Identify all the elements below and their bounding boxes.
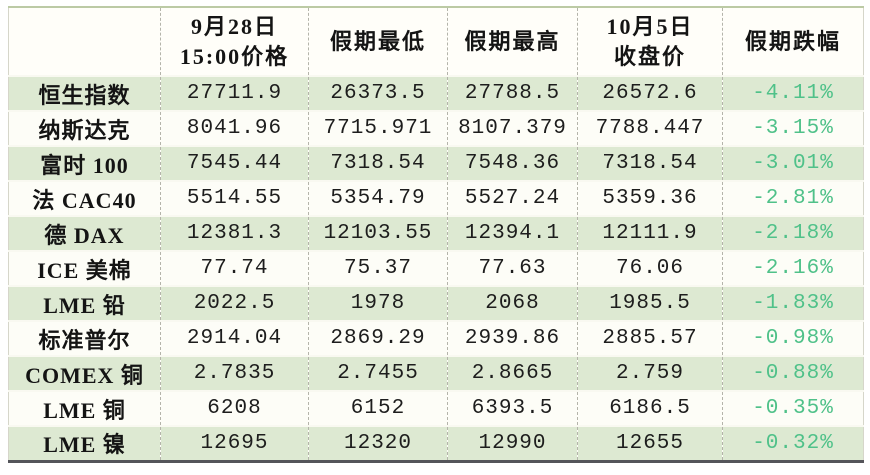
header-price-sep28: 9月28日 15:00价格 [160, 7, 309, 76]
cell-close-oct5: 6186.5 [577, 391, 723, 426]
table-row: 富时 100 7545.44 7318.54 7548.36 7318.54 -… [8, 146, 864, 181]
instrument-label: LME 镍 [43, 432, 126, 458]
table-row: 德 DAX 12381.3 12103.55 12394.1 12111.9 -… [8, 216, 864, 251]
cell-price-sep28: 7545.44 [160, 146, 309, 181]
cell-holiday-high: 8107.379 [447, 111, 578, 146]
instrument-label: 纳斯达克 [38, 117, 131, 143]
instrument-label: COMEX 铜 [25, 362, 144, 388]
cell-holiday-low: 2.7455 [308, 356, 448, 391]
header-close-oct5-line1: 10月5日 [606, 13, 694, 39]
cell-holiday-change: -2.18% [722, 216, 864, 251]
cell-close-oct5: 2885.57 [577, 321, 723, 356]
table-row: ICE 美棉 77.74 75.37 77.63 76.06 -2.16% [8, 251, 864, 286]
cell-close-oct5: 7318.54 [577, 146, 723, 181]
cell-price-sep28: 2022.5 [160, 286, 309, 321]
holiday-market-table: 9月28日 15:00价格 假期最低 假期最高 10月5日 收盘价 假期跌幅 恒… [8, 6, 864, 463]
cell-price-sep28: 77.74 [160, 251, 309, 286]
cell-holiday-change: -0.88% [722, 356, 864, 391]
cell-holiday-change: -0.98% [722, 321, 864, 356]
cell-price-sep28: 6208 [160, 391, 309, 426]
cell-price-sep28: 12381.3 [160, 216, 309, 251]
cell-holiday-low: 75.37 [308, 251, 448, 286]
cell-close-oct5: 76.06 [577, 251, 723, 286]
table-row: 恒生指数 27711.9 26373.5 27788.5 26572.6 -4.… [8, 76, 864, 111]
cell-price-sep28: 2.7835 [160, 356, 309, 391]
header-holiday-change: 假期跌幅 [722, 7, 864, 76]
cell-price-sep28: 8041.96 [160, 111, 309, 146]
cell-holiday-change: -0.32% [722, 426, 864, 461]
instrument-label: 标准普尔 [38, 327, 131, 353]
instrument-label: LME 铅 [43, 292, 126, 318]
cell-holiday-change: -0.35% [722, 391, 864, 426]
cell-holiday-high: 12990 [447, 426, 578, 461]
instrument-label: LME 铜 [43, 397, 126, 423]
cell-holiday-low: 12320 [308, 426, 448, 461]
header-holiday-high: 假期最高 [447, 7, 578, 76]
cell-holiday-change: -2.81% [722, 181, 864, 216]
cell-close-oct5: 12111.9 [577, 216, 723, 251]
cell-price-sep28: 5514.55 [160, 181, 309, 216]
cell-holiday-low: 12103.55 [308, 216, 448, 251]
cell-close-oct5: 2.759 [577, 356, 723, 391]
cell-holiday-high: 6393.5 [447, 391, 578, 426]
cell-holiday-low: 1978 [308, 286, 448, 321]
cell-close-oct5: 26572.6 [577, 76, 723, 111]
cell-price-sep28: 2914.04 [160, 321, 309, 356]
header-close-oct5-line2: 收盘价 [613, 43, 686, 69]
cell-holiday-low: 7318.54 [308, 146, 448, 181]
header-price-sep28-line2: 15:00价格 [179, 43, 290, 69]
cell-close-oct5: 12655 [577, 426, 723, 461]
cell-price-sep28: 27711.9 [160, 76, 309, 111]
table-row: 法 CAC40 5514.55 5354.79 5527.24 5359.36 … [8, 181, 864, 216]
instrument-label: 富时 100 [40, 152, 129, 178]
table-row: 标准普尔 2914.04 2869.29 2939.86 2885.57 -0.… [8, 321, 864, 356]
cell-holiday-high: 27788.5 [447, 76, 578, 111]
table-row: 纳斯达克 8041.96 7715.971 8107.379 7788.447 … [8, 111, 864, 146]
table-row: LME 铅 2022.5 1978 2068 1985.5 -1.83% [8, 286, 864, 321]
instrument-label: ICE 美棉 [37, 257, 132, 283]
instrument-label: 恒生指数 [38, 82, 131, 108]
cell-holiday-high: 2068 [447, 286, 578, 321]
cell-close-oct5: 5359.36 [577, 181, 723, 216]
cell-holiday-change: -4.11% [722, 76, 864, 111]
cell-close-oct5: 1985.5 [577, 286, 723, 321]
cell-holiday-low: 5354.79 [308, 181, 448, 216]
cell-holiday-high: 5527.24 [447, 181, 578, 216]
cell-holiday-high: 77.63 [447, 251, 578, 286]
header-price-sep28-line1: 9月28日 [190, 13, 278, 39]
cell-price-sep28: 12695 [160, 426, 309, 461]
cell-holiday-high: 12394.1 [447, 216, 578, 251]
instrument-label: 德 DAX [44, 222, 125, 248]
header-row: 9月28日 15:00价格 假期最低 假期最高 10月5日 收盘价 假期跌幅 [8, 7, 864, 76]
table-row: COMEX 铜 2.7835 2.7455 2.8665 2.759 -0.88… [8, 356, 864, 391]
header-holiday-low: 假期最低 [308, 7, 448, 76]
cell-holiday-change: -2.16% [722, 251, 864, 286]
cell-holiday-change: -3.15% [722, 111, 864, 146]
cell-holiday-low: 26373.5 [308, 76, 448, 111]
cell-holiday-low: 7715.971 [308, 111, 448, 146]
cell-close-oct5: 7788.447 [577, 111, 723, 146]
header-instrument-empty [8, 7, 161, 76]
cell-holiday-low: 6152 [308, 391, 448, 426]
cell-holiday-change: -1.83% [722, 286, 864, 321]
table-row: LME 铜 6208 6152 6393.5 6186.5 -0.35% [8, 391, 864, 426]
cell-holiday-low: 2869.29 [308, 321, 448, 356]
cell-holiday-high: 2939.86 [447, 321, 578, 356]
cell-holiday-change: -3.01% [722, 146, 864, 181]
cell-holiday-high: 7548.36 [447, 146, 578, 181]
header-close-oct5: 10月5日 收盘价 [577, 7, 723, 76]
instrument-label: 法 CAC40 [32, 187, 137, 213]
cell-holiday-high: 2.8665 [447, 356, 578, 391]
table-row: LME 镍 12695 12320 12990 12655 -0.32% [8, 426, 864, 461]
